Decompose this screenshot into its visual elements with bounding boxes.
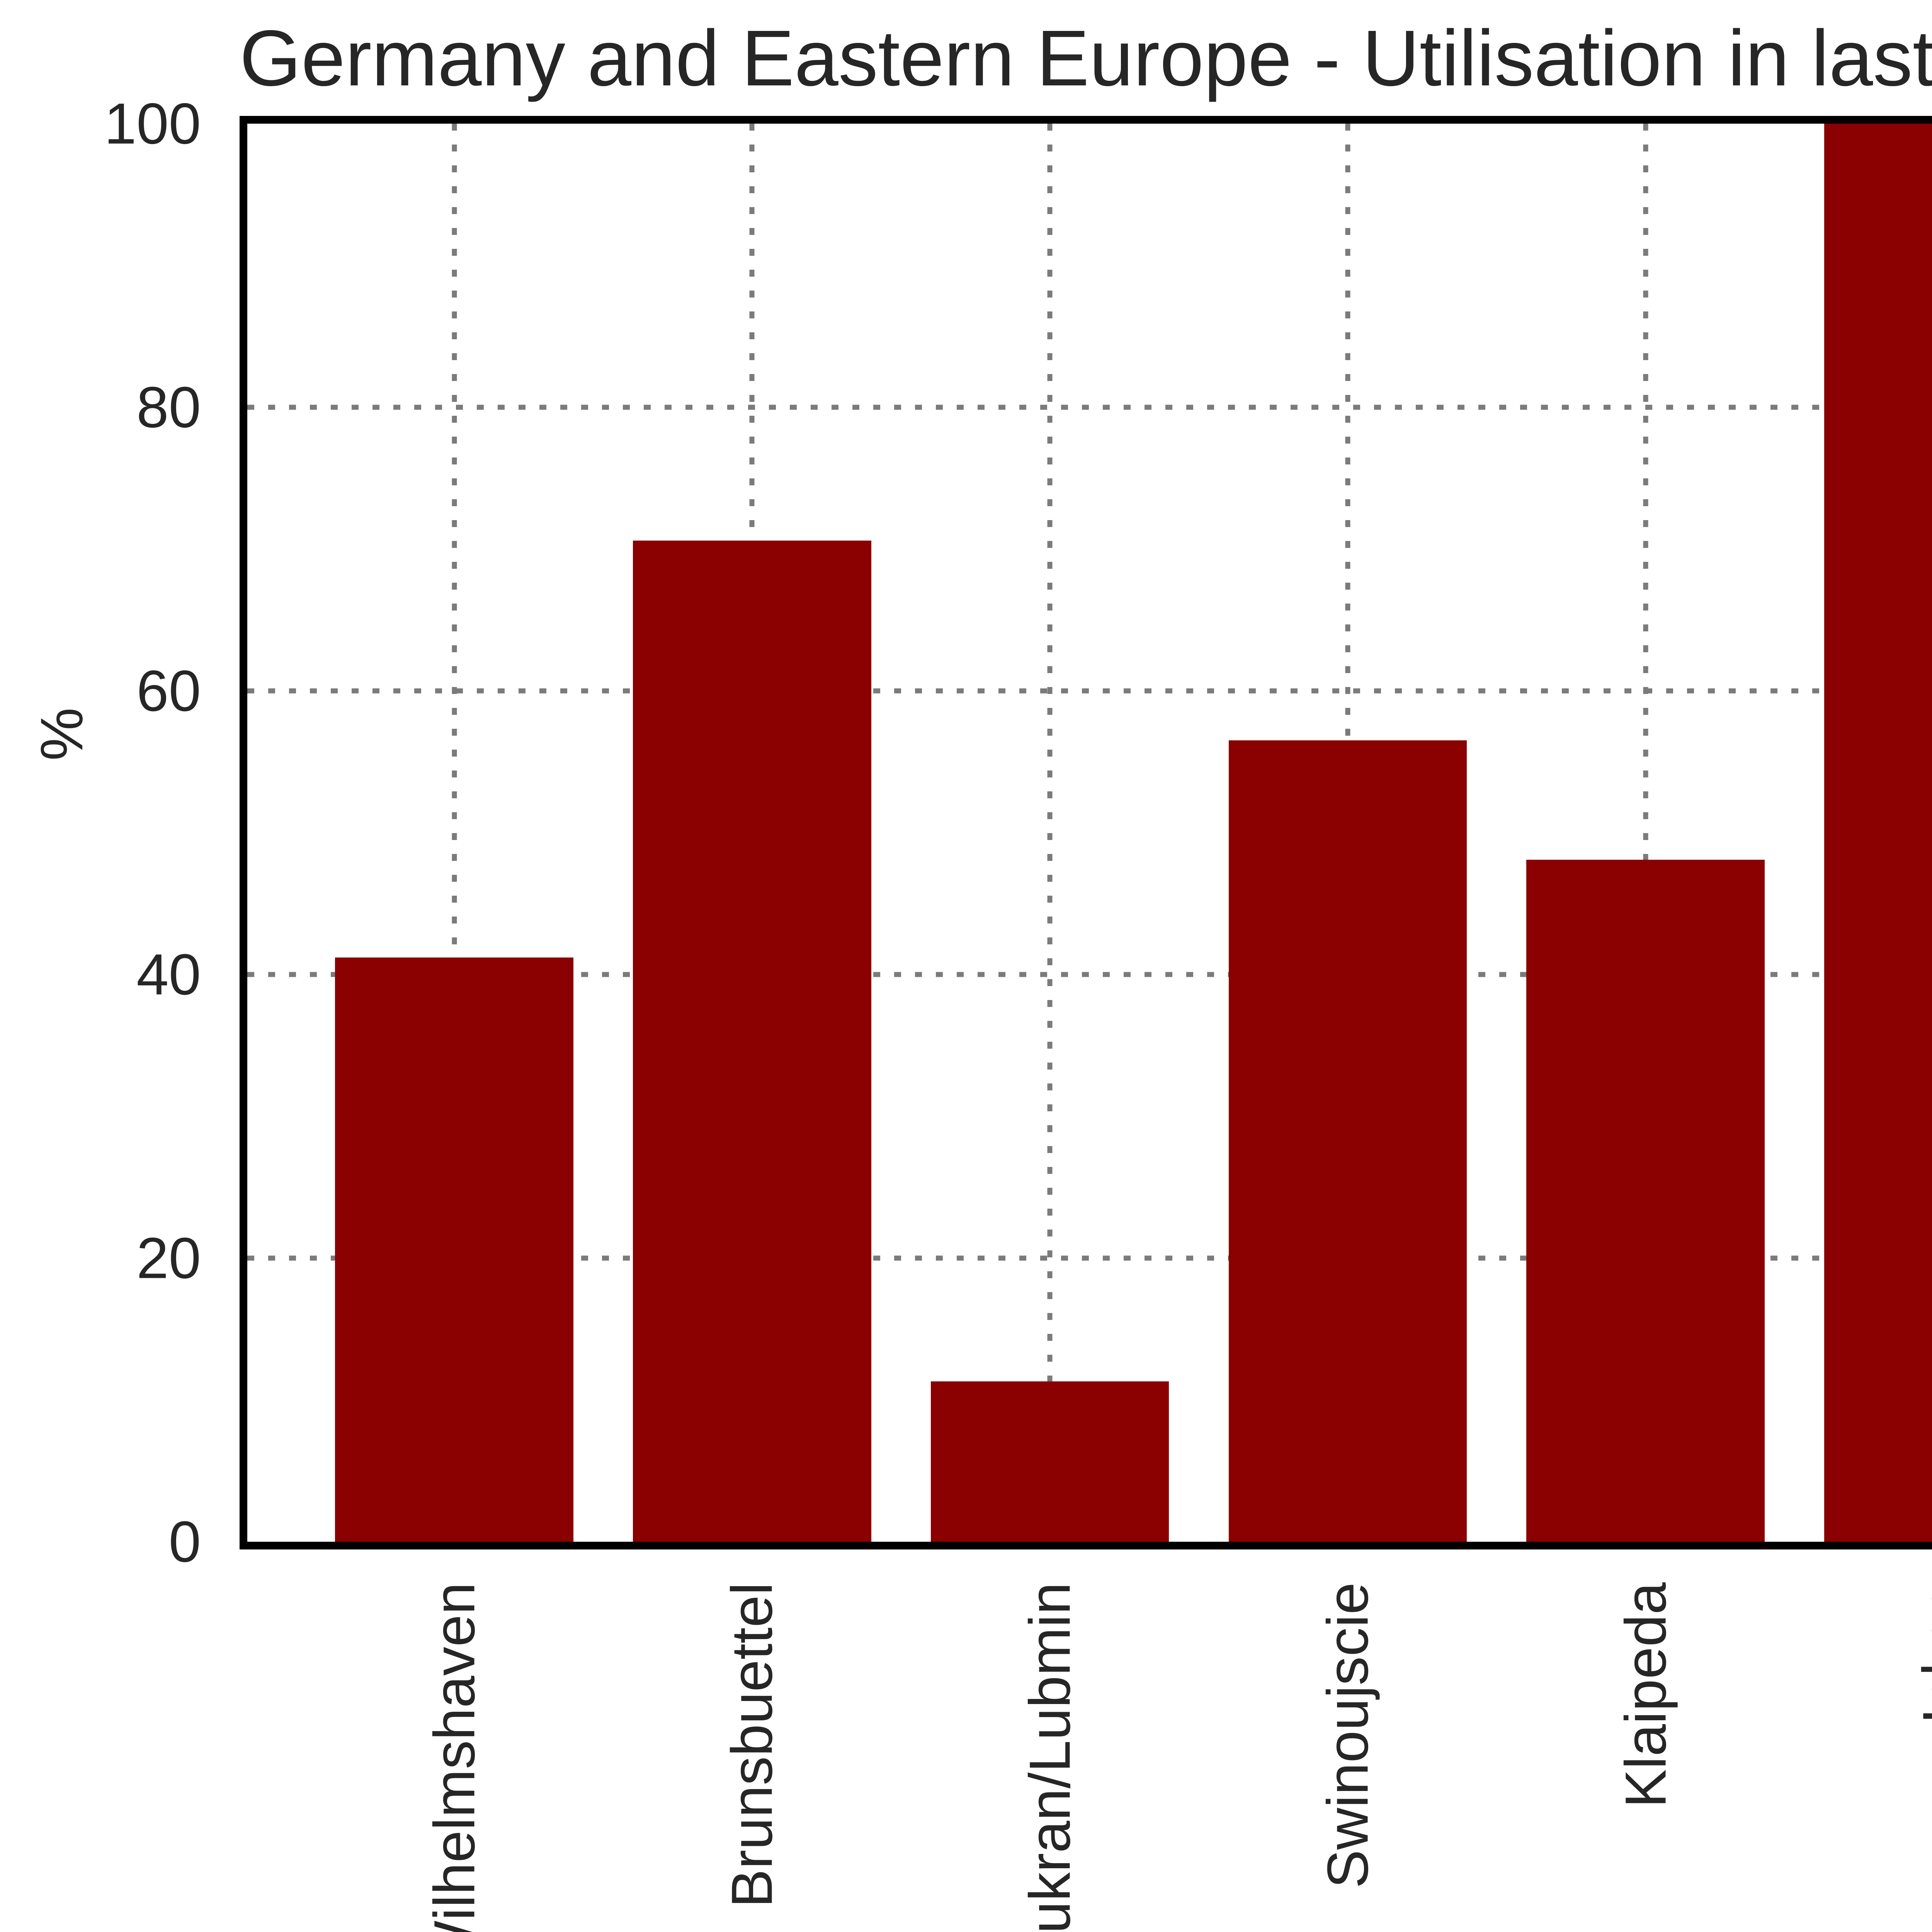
plot-area [240,116,1932,1549]
y-tick-label: 0 [168,1509,201,1574]
x-tick-label: Inkoo [1910,1582,1932,1724]
bar-brunsbuettel [633,540,871,1542]
x-tick-label: Wilhelmshaven [422,1582,487,1932]
y-tick-label: 40 [136,942,201,1007]
bar-layer [247,124,1932,1542]
y-tick-label: 80 [136,374,201,440]
bar-klaipeda [1526,859,1765,1542]
y-tick-label: 20 [136,1225,201,1291]
horizontal-gridline [247,405,1932,410]
bar-mukran-lubmin [930,1381,1169,1542]
x-axis-tick-labels: Wilhelmshaven Brunsbuettel Mukran/Lubmin Sw… [247,1582,1932,1932]
bar-inkoo [1824,124,1932,1542]
x-tick-label: Brunsbuettel [719,1582,784,1908]
chart-title: Germany and Eastern Europe - Utilisation… [240,14,1932,102]
bar-wilhelmshaven [335,957,573,1542]
y-axis-tick-labels: 0 20 40 60 80 100 [0,91,201,1574]
x-tick-label: Klaipeda [1613,1582,1678,1808]
y-tick-label: 60 [136,658,201,723]
x-tick-label: Swinoujscie [1315,1582,1380,1889]
x-tick-label: Mukran/Lubmin [1017,1582,1082,1932]
vertical-gridline [1047,124,1053,1542]
y-tick-label: 100 [104,91,201,156]
bar-swinoujscie [1228,740,1467,1542]
